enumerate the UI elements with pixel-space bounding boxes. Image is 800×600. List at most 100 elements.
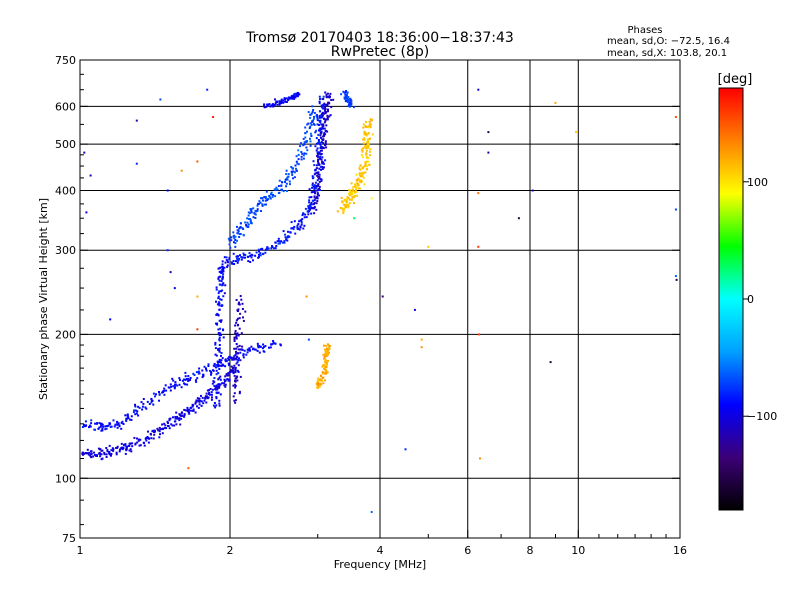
data-point (163, 427, 166, 430)
data-point (310, 123, 313, 126)
data-point (171, 424, 174, 427)
data-point (322, 382, 325, 385)
data-point (249, 261, 252, 263)
data-point (326, 114, 329, 117)
data-point (297, 163, 300, 166)
data-point (368, 120, 371, 123)
data-point (319, 98, 321, 100)
data-point (234, 242, 237, 244)
data-point (272, 194, 274, 196)
data-point (130, 415, 133, 418)
data-point (282, 99, 285, 102)
data-point (192, 409, 195, 412)
data-point (188, 412, 191, 415)
data-point (96, 422, 99, 424)
data-point (315, 164, 318, 167)
data-point (226, 259, 229, 262)
data-point (359, 164, 362, 167)
data-point (248, 347, 251, 350)
data-point (327, 102, 330, 105)
data-point (318, 95, 321, 98)
data-point (347, 206, 350, 209)
data-point (321, 104, 324, 107)
data-point (368, 122, 371, 125)
data-point (202, 373, 205, 376)
data-point (575, 131, 578, 134)
data-point (323, 117, 325, 120)
data-point (223, 380, 226, 383)
data-point (116, 447, 119, 449)
data-point (260, 210, 262, 212)
data-point (322, 127, 325, 130)
data-point (183, 408, 186, 411)
data-point (166, 249, 169, 252)
data-point (358, 179, 360, 182)
data-point (106, 449, 109, 452)
data-point (364, 145, 367, 148)
data-point (118, 424, 121, 427)
data-point (321, 365, 324, 368)
data-point (367, 132, 370, 135)
data-point (125, 448, 128, 450)
data-point (260, 248, 262, 251)
data-point (238, 301, 240, 304)
data-point (302, 227, 305, 230)
data-point (247, 223, 250, 226)
data-point (90, 456, 93, 459)
data-point (215, 404, 218, 407)
data-point (108, 423, 111, 426)
data-point (152, 430, 155, 433)
data-point (213, 381, 216, 384)
data-point (237, 348, 240, 351)
data-point (316, 179, 319, 182)
data-point (105, 427, 108, 430)
data-point (256, 204, 259, 207)
data-point (316, 200, 319, 202)
data-point (268, 196, 271, 198)
data-point (258, 345, 261, 347)
data-point (259, 345, 262, 348)
data-point (277, 237, 280, 240)
data-point (125, 419, 128, 422)
data-point (360, 153, 363, 156)
data-point (89, 454, 92, 457)
data-point (300, 223, 303, 226)
data-point (350, 99, 353, 102)
data-point (215, 397, 218, 400)
data-point (309, 137, 311, 140)
data-point (213, 377, 216, 379)
data-point (202, 402, 205, 405)
data-point (253, 212, 256, 215)
data-point (214, 385, 217, 388)
data-point (158, 430, 161, 433)
data-point (218, 364, 220, 367)
data-point (243, 254, 246, 257)
data-point (235, 334, 238, 337)
x-tick-label: 10 (571, 544, 585, 557)
data-point (252, 259, 254, 262)
data-point (242, 252, 245, 255)
data-point (264, 196, 267, 199)
data-point (316, 117, 319, 120)
data-point (320, 141, 323, 144)
data-point (201, 376, 204, 379)
data-point (347, 100, 350, 103)
data-point (362, 156, 364, 159)
data-point (268, 194, 271, 197)
data-point (309, 125, 312, 128)
data-point (270, 247, 273, 250)
data-point (237, 352, 240, 355)
data-point (236, 361, 239, 364)
data-point (250, 345, 253, 348)
data-point (294, 93, 297, 95)
data-point (322, 124, 325, 127)
chart-subtitle: RwPretec (8p) (331, 44, 429, 60)
data-point (110, 449, 113, 452)
data-point (220, 280, 223, 283)
data-point (479, 457, 481, 460)
data-point (125, 418, 128, 421)
data-point (325, 103, 328, 106)
data-point (347, 103, 350, 106)
data-point (230, 261, 233, 264)
data-point (326, 104, 329, 107)
